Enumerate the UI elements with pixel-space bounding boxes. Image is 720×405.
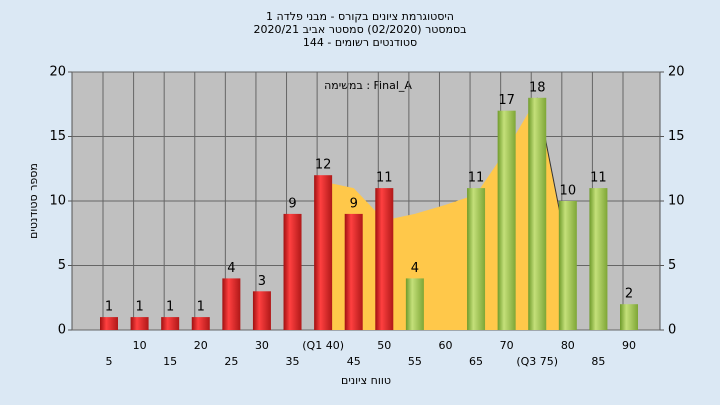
bar: [375, 188, 394, 330]
x-tick-label: 80: [561, 339, 575, 352]
value-label: 10: [560, 184, 577, 199]
x-tick-label: 60: [438, 339, 452, 352]
bar: [558, 201, 577, 330]
x-tick-label: (Q3 75): [516, 355, 558, 368]
x-tick-label: 35: [286, 355, 300, 368]
x-tick-label: 70: [500, 339, 514, 352]
y-tick-label: 5: [58, 258, 66, 273]
bar: [100, 317, 118, 330]
y2-tick-label: 0: [668, 323, 676, 338]
value-label: 1: [135, 300, 143, 315]
bar: [344, 213, 363, 330]
value-label: 12: [315, 158, 332, 173]
bar: [283, 213, 302, 330]
y-tick-label: 15: [49, 129, 66, 144]
y-axis-label: מספר סטודנטים: [27, 163, 40, 239]
x-tick-label: 90: [622, 339, 636, 352]
bar: [497, 110, 516, 330]
x-tick-label: 45: [347, 355, 361, 368]
bar: [161, 317, 180, 330]
chart-subtitle: בסמסטר (02/2020) סמסטר אביב 2020/21: [253, 23, 466, 36]
value-label: 1: [197, 300, 205, 315]
bar: [589, 188, 608, 330]
value-label: 4: [227, 261, 235, 276]
value-label: 17: [498, 93, 515, 108]
x-tick-label: (Q1 40): [302, 339, 344, 352]
y2-tick-label: 20: [668, 65, 685, 80]
x-tick-label: 85: [591, 355, 605, 368]
value-label: 18: [529, 80, 546, 95]
x-tick-label: 5: [106, 355, 113, 368]
value-label: 1: [105, 300, 113, 315]
value-label: 3: [258, 274, 266, 289]
bar: [252, 291, 271, 330]
value-label: 4: [411, 261, 419, 276]
x-tick-label: 30: [255, 339, 269, 352]
bar: [528, 97, 547, 330]
bar: [620, 304, 638, 330]
y2-tick-label: 15: [668, 129, 685, 144]
value-label: 11: [376, 171, 393, 186]
bar: [130, 317, 149, 330]
y-tick-label: 20: [49, 65, 66, 80]
bar: [191, 317, 210, 330]
x-axis-label: טווח ציונים: [341, 374, 391, 387]
bar: [405, 278, 424, 330]
value-label: 1: [166, 300, 174, 315]
chart-subtitle: סטודנטים רשומים - 144: [303, 36, 417, 49]
y2-tick-label: 10: [668, 194, 685, 209]
x-tick-label: 10: [133, 339, 147, 352]
x-tick-label: 50: [377, 339, 391, 352]
bar: [467, 188, 486, 330]
bar: [222, 278, 241, 330]
value-label: 9: [350, 196, 358, 211]
y2-tick-label: 5: [668, 258, 676, 273]
x-tick-label: 25: [224, 355, 238, 368]
y-tick-label: 0: [58, 323, 66, 338]
value-label: 2: [625, 287, 633, 302]
annotation: במשימה : Final_A: [324, 79, 412, 92]
value-label: 11: [468, 171, 485, 186]
chart-title: היסטוגרמת ציונים בקורס - מבני פלדה 1: [266, 10, 454, 23]
value-label: 9: [288, 196, 296, 211]
x-tick-label: 20: [194, 339, 208, 352]
value-label: 11: [590, 171, 607, 186]
x-tick-label: 15: [163, 355, 177, 368]
bar: [314, 175, 333, 330]
x-tick-label: 65: [469, 355, 483, 368]
x-tick-label: 55: [408, 355, 422, 368]
y-tick-label: 10: [49, 194, 66, 209]
